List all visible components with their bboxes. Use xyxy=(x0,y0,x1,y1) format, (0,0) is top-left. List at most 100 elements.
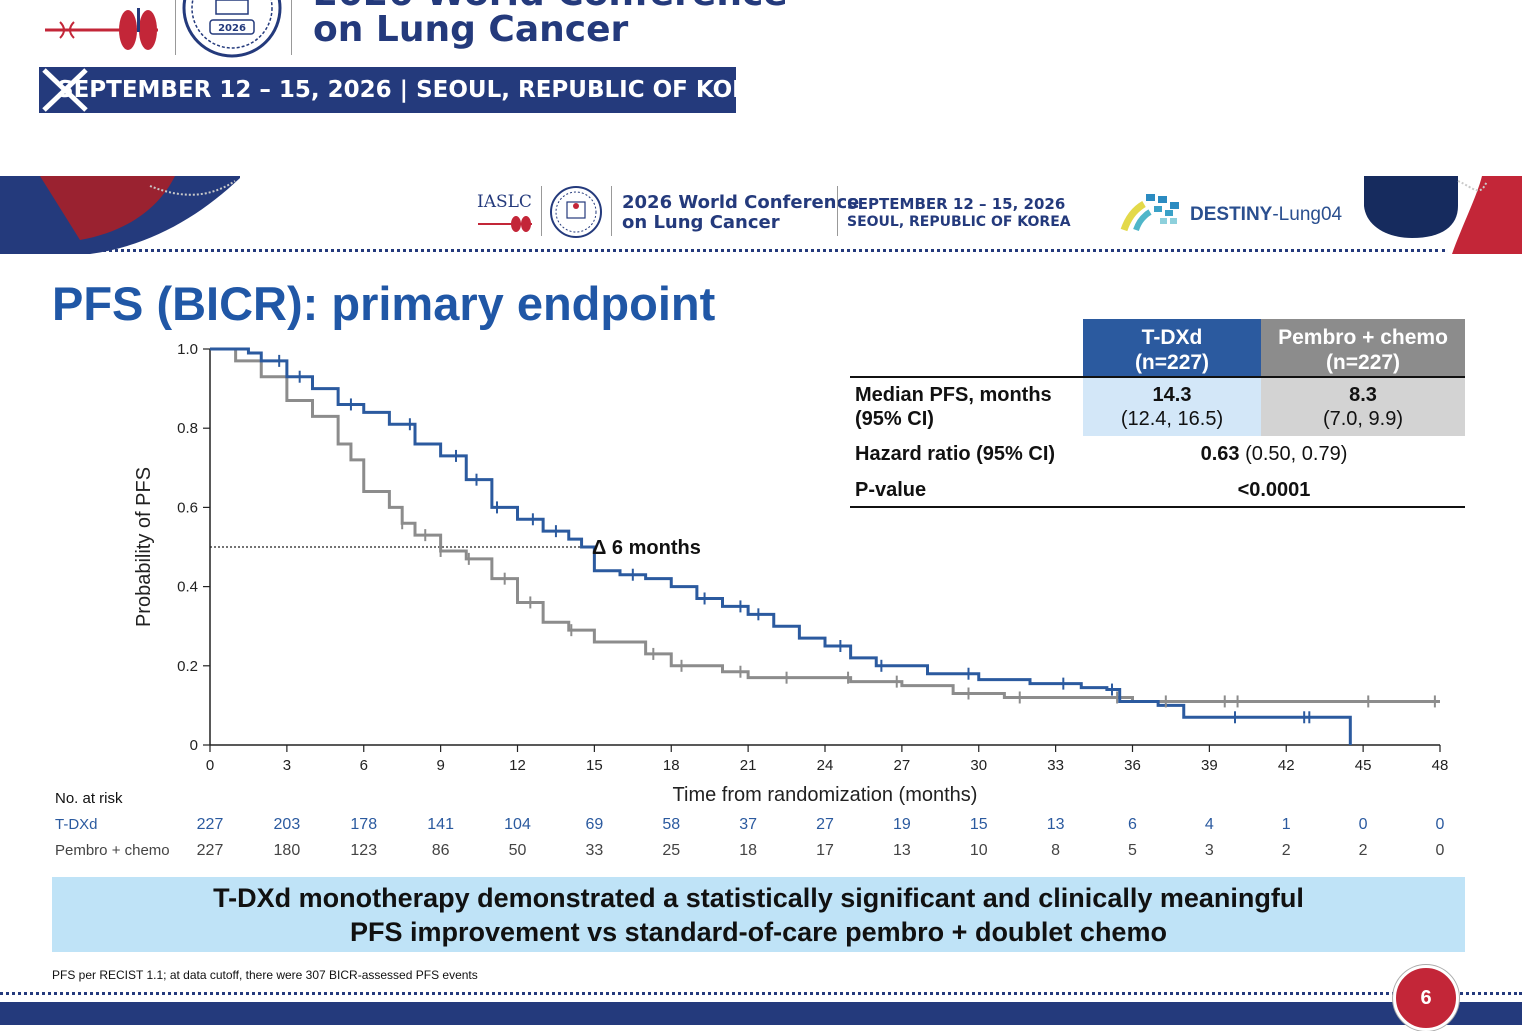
hr-value: 0.63 (0.50, 0.79) xyxy=(1083,442,1465,466)
x-axis-label: Time from randomization (months) xyxy=(673,784,978,806)
risk-row-label: Pembro + chemo xyxy=(55,842,170,859)
hr-ci: (0.50, 0.79) xyxy=(1245,443,1348,465)
risk-count: 50 xyxy=(508,842,527,859)
close-x-icon[interactable] xyxy=(40,66,92,114)
risk-count: 227 xyxy=(196,842,224,859)
stats-median-pembro-cell xyxy=(1261,378,1465,436)
trial-name: DESTINY-Lung04 xyxy=(1190,204,1342,226)
trial-name-bold: DESTINY xyxy=(1190,204,1273,225)
risk-count: 123 xyxy=(350,842,378,859)
risk-count: 178 xyxy=(350,816,378,833)
wclc-seal-small-icon xyxy=(550,186,602,238)
conclusion-box: T-DXd monotherapy demonstrated a statist… xyxy=(52,877,1465,952)
stats-header-rule xyxy=(850,376,1465,378)
risk-count: 58 xyxy=(662,816,681,833)
row1-label-line1: Median PFS, months xyxy=(855,384,1052,406)
footnote: PFS per RECIST 1.1; at data cutoff, ther… xyxy=(52,968,478,982)
risk-table-title: No. at risk xyxy=(55,790,123,807)
x-tick-label: 39 xyxy=(1201,757,1218,774)
stats-col-pembro-header: Pembro + chemo (n=227) xyxy=(1261,319,1465,377)
risk-count: 203 xyxy=(273,816,301,833)
x-tick-label: 9 xyxy=(436,757,444,774)
header-location: SEOUL, REPUBLIC OF KOREA xyxy=(847,214,1071,230)
risk-count: 104 xyxy=(504,816,531,833)
risk-row-label: T-DXd xyxy=(55,816,98,833)
row1-label-line2: (95% CI) xyxy=(855,408,934,430)
hr-number: 0.63 xyxy=(1200,443,1240,465)
y-tick-label: 0.8 xyxy=(177,420,198,437)
risk-count: 180 xyxy=(273,842,301,859)
top-date-location-band: SEPTEMBER 12 – 15, 2026 | SEOUL, REPUBLI… xyxy=(39,67,783,113)
x-tick-label: 0 xyxy=(206,757,214,774)
y-tick-label: 0.6 xyxy=(177,499,198,516)
x-tick-label: 6 xyxy=(360,757,368,774)
risk-count: 0 xyxy=(1358,816,1368,833)
x-tick-label: 18 xyxy=(663,757,680,774)
stats-col-tdxd-header: T-DXd (n=227) xyxy=(1083,319,1261,377)
x-tick-label: 33 xyxy=(1047,757,1064,774)
header-date: SEPTEMBER 12 – 15, 2026 xyxy=(847,195,1066,213)
trial-name-rest: -Lung04 xyxy=(1272,204,1343,225)
km-curve-t-dxd xyxy=(210,347,1352,745)
y-axis-label: Probability of PFS xyxy=(133,467,155,627)
risk-count: 0 xyxy=(1435,842,1445,859)
slide-header: IASLC 2026 World Conference on Lung Canc… xyxy=(0,176,1522,254)
col1-line1: T-DXd xyxy=(1141,326,1203,349)
x-tick-label: 30 xyxy=(970,757,987,774)
risk-count: 13 xyxy=(892,842,911,859)
col2-line2: (n=227) xyxy=(1325,351,1401,374)
y-tick-label: 0.2 xyxy=(177,658,198,675)
risk-count: 18 xyxy=(739,842,758,859)
header-conf-line1: 2026 World Conference xyxy=(622,192,860,213)
risk-count: 8 xyxy=(1051,842,1061,859)
risk-count: 227 xyxy=(196,816,224,833)
pvalue: <0.0001 xyxy=(1237,479,1311,501)
x-tick-label: 24 xyxy=(817,757,834,774)
x-tick-label: 3 xyxy=(283,757,291,774)
header-right-decoration xyxy=(1364,176,1522,254)
header-date-location: SEPTEMBER 12 – 15, 2026 SEOUL, REPUBLIC … xyxy=(847,195,1071,231)
x-tick-label: 36 xyxy=(1124,757,1141,774)
header-conf-line2: on Lung Cancer xyxy=(622,212,780,233)
risk-count: 37 xyxy=(739,816,758,833)
footer-dotted-divider-right xyxy=(1455,992,1522,995)
x-tick-label: 15 xyxy=(586,757,603,774)
median-pembro-ci: (7.0, 9.9) xyxy=(1322,408,1404,430)
col1-line2: (n=227) xyxy=(1134,351,1210,374)
risk-count: 6 xyxy=(1128,816,1137,833)
risk-count: 15 xyxy=(969,816,988,833)
row-pvalue-label: P-value xyxy=(855,479,927,501)
risk-count: 4 xyxy=(1204,816,1214,833)
median-pembro: 8.3 xyxy=(1349,384,1377,406)
x-tick-label: 48 xyxy=(1432,757,1449,774)
iaslc-lungs-icon xyxy=(45,8,158,50)
x-tick-label: 42 xyxy=(1278,757,1295,774)
risk-count: 0 xyxy=(1435,816,1445,833)
risk-count: 86 xyxy=(431,842,450,859)
header-conference-title: 2026 World Conference on Lung Cancer xyxy=(622,193,859,233)
x-tick-label: 12 xyxy=(509,757,526,774)
seal-year: 2026 xyxy=(218,23,246,34)
risk-count: 2 xyxy=(1358,842,1368,859)
risk-count: 5 xyxy=(1128,842,1137,859)
x-tick-label: 27 xyxy=(894,757,911,774)
wclc-seal-icon: 2026 xyxy=(182,0,282,58)
x-tick-label: 21 xyxy=(740,757,757,774)
risk-count: 69 xyxy=(585,816,604,833)
km-chart: 0 3 6 9 12 15 18 21 24 27 30 33 36 39 42 45 4800.20.40.6… xyxy=(133,341,1449,806)
top-title-line2: on Lung Cancer xyxy=(313,9,629,50)
median-tdxd-ci: (12.4, 16.5) xyxy=(1120,408,1224,430)
risk-count: 1 xyxy=(1281,816,1291,833)
col2-line1: Pembro + chemo xyxy=(1278,326,1448,349)
risk-count: 3 xyxy=(1204,842,1214,859)
stats-median-tdxd-cell xyxy=(1083,378,1261,436)
risk-count: 19 xyxy=(892,816,911,833)
footer-bar xyxy=(0,1002,1522,1025)
row-median-label: Median PFS, months (95% CI) xyxy=(855,383,1052,431)
top-title-line1: 2026 World Conference xyxy=(313,0,788,12)
stats-bottom-rule xyxy=(850,506,1465,508)
median-pembro-value: 8.3 (7.0, 9.9) xyxy=(1261,383,1465,431)
risk-count: 27 xyxy=(816,816,834,833)
